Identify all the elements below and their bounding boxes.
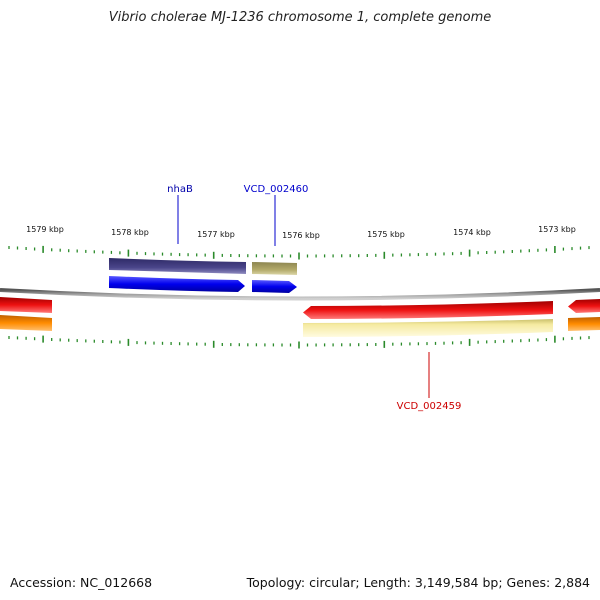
kbp-label-1577: 1577 kbp [197, 230, 235, 239]
gene-label-VCD_002459[interactable]: VCD_002459 [397, 401, 462, 412]
inner-tick-marks [8, 335, 590, 349]
gene-label-VCD_002460[interactable]: VCD_002460 [244, 184, 309, 195]
gene-label-nhaB[interactable]: nhaB [167, 184, 193, 195]
kbp-label-1578: 1578 kbp [111, 228, 149, 237]
kbp-label-1579: 1579 kbp [26, 225, 64, 234]
cds-feature-nhaB[interactable] [109, 276, 245, 292]
orange-feature-right-edge[interactable] [568, 317, 600, 331]
cds-feature-left-edge[interactable] [0, 297, 52, 313]
map-title: Vibrio cholerae MJ-1236 chromosome 1, co… [108, 10, 492, 25]
cds-feature-VCD_002460[interactable] [252, 280, 297, 293]
kbp-label-1573: 1573 kbp [538, 225, 576, 234]
gene-feature-VCD_002460[interactable] [252, 262, 297, 275]
accession-label: Accession: NC_012668 [10, 575, 153, 590]
cds-feature-VCD_002459[interactable] [303, 301, 553, 319]
orange-feature-left-edge[interactable] [0, 315, 52, 331]
gene-feature-nhaB[interactable] [109, 258, 246, 274]
kbp-label-1576: 1576 kbp [282, 231, 320, 240]
genome-backbone [0, 288, 600, 301]
gene-feature-VCD_002459[interactable] [303, 319, 553, 337]
outer-tick-marks [8, 245, 590, 260]
cds-feature-right-edge[interactable] [568, 299, 600, 313]
kbp-label-1575: 1575 kbp [367, 230, 405, 239]
kbp-label-1574: 1574 kbp [453, 228, 491, 237]
genome-summary: Topology: circular; Length: 3,149,584 bp… [246, 575, 590, 590]
